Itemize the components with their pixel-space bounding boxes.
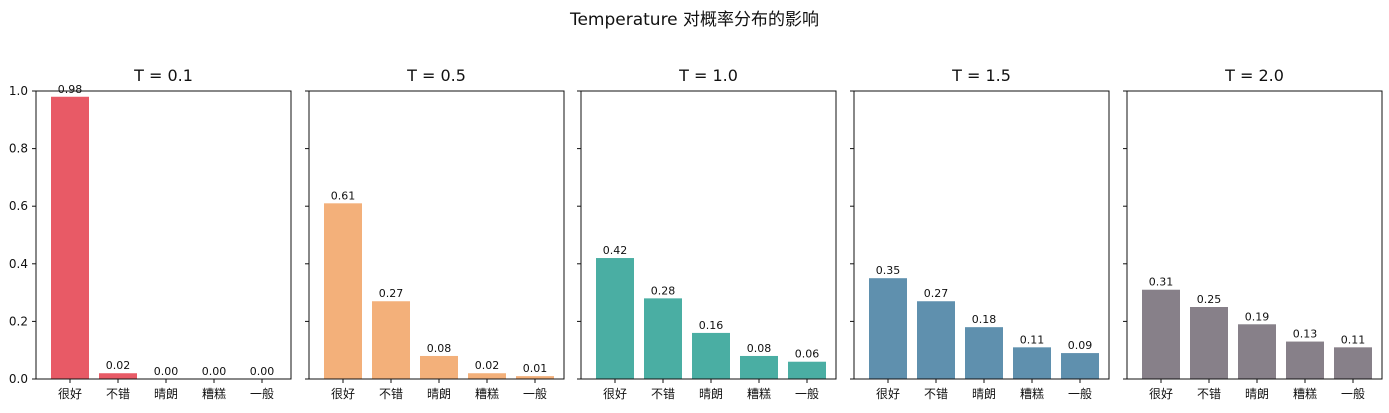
bar <box>692 332 730 379</box>
bar <box>644 298 682 379</box>
bar <box>1142 289 1180 379</box>
bar-value-label: 0.06 <box>795 348 820 361</box>
category-label: 一般 <box>1341 386 1365 401</box>
bar <box>1190 307 1228 379</box>
bar <box>99 373 137 379</box>
category-label: 很好 <box>1149 387 1173 401</box>
category-label: 不错 <box>651 387 675 401</box>
subplot-title: T = 1.0 <box>678 66 738 85</box>
bar-value-label: 0.00 <box>154 365 179 378</box>
category-label: 不错 <box>106 387 130 401</box>
subplot-title: T = 1.5 <box>951 66 1011 85</box>
subplot-3: T = 1.0 0.42 很好 0.28 不错 0.16 晴朗 0.08 糟糕 0.06 一般 <box>577 66 837 401</box>
bar <box>917 301 955 379</box>
category-label: 糟糕 <box>475 386 499 401</box>
bar <box>420 355 458 379</box>
category-label: 很好 <box>603 387 627 401</box>
category-label: 很好 <box>58 387 82 401</box>
figure-title: Temperature 对概率分布的影响 <box>569 10 819 30</box>
bar <box>468 373 506 379</box>
bar-value-label: 0.25 <box>1197 293 1222 306</box>
bar-value-label: 0.28 <box>651 284 676 297</box>
bar <box>51 96 89 379</box>
axes-frame <box>580 90 837 380</box>
bar <box>516 376 554 379</box>
bar-value-label: 0.98 <box>58 83 83 96</box>
category-label: 糟糕 <box>1293 386 1317 401</box>
category-label: 晴朗 <box>699 387 723 401</box>
bar <box>596 258 634 379</box>
category-label: 不错 <box>924 387 948 401</box>
bar-value-label: 0.02 <box>106 359 131 372</box>
bar-value-label: 0.02 <box>475 359 500 372</box>
bar-value-label: 0.31 <box>1149 276 1174 289</box>
subplot-title: T = 2.0 <box>1224 66 1284 85</box>
bar-value-label: 0.27 <box>379 287 404 300</box>
bar-value-label: 0.19 <box>1245 310 1270 323</box>
bar-value-label: 0.13 <box>1293 328 1318 341</box>
category-label: 不错 <box>379 387 403 401</box>
subplot-2: T = 0.5 0.61 很好 0.27 不错 0.08 晴朗 0.02 糟糕 0.01 一般 <box>305 66 565 401</box>
bar-value-label: 0.42 <box>603 244 628 257</box>
y-tick-label: 0.8 <box>9 142 28 156</box>
category-label: 一般 <box>250 386 274 401</box>
category-label: 晴朗 <box>972 387 996 401</box>
category-label: 晴朗 <box>154 387 178 401</box>
y-tick-label: 1.0 <box>9 84 28 98</box>
bar <box>869 278 907 379</box>
y-tick-label: 0.6 <box>9 199 28 213</box>
bar <box>1286 341 1324 379</box>
category-label: 糟糕 <box>747 386 771 401</box>
bar-value-label: 0.08 <box>747 342 772 355</box>
y-tick-label: 0.0 <box>9 372 28 386</box>
bar <box>965 327 1003 379</box>
bar-value-label: 0.35 <box>876 264 901 277</box>
y-tick-label: 0.4 <box>9 257 28 271</box>
subplot-5: T = 2.0 0.31 很好 0.25 不错 0.19 晴朗 0.13 糟糕 0.11 一般 <box>1123 66 1383 401</box>
bar-value-label: 0.11 <box>1341 333 1366 346</box>
category-label: 很好 <box>331 387 355 401</box>
category-label: 一般 <box>1068 386 1092 401</box>
y-tick-label: 0.2 <box>9 314 28 328</box>
bar <box>1334 347 1372 379</box>
bar <box>324 203 362 379</box>
axes-frame <box>1126 90 1383 380</box>
bar-value-label: 0.27 <box>924 287 949 300</box>
bar-value-label: 0.61 <box>331 189 356 202</box>
category-label: 一般 <box>523 386 547 401</box>
subplot-1: T = 0.1 0.98 很好 0.02 不错 0.00 晴朗 0.00 糟糕 0.00 一般 0.0… <box>9 66 292 401</box>
axes-frame <box>853 90 1110 380</box>
bar-value-label: 0.01 <box>523 362 548 375</box>
bar-value-label: 0.00 <box>250 365 275 378</box>
category-label: 晴朗 <box>427 387 451 401</box>
category-label: 晴朗 <box>1245 387 1269 401</box>
category-label: 糟糕 <box>1020 386 1044 401</box>
bar <box>372 301 410 379</box>
bar <box>788 361 826 379</box>
subplot-title: T = 0.1 <box>133 66 193 85</box>
axes-frame <box>35 90 292 380</box>
bar-value-label: 0.16 <box>699 319 724 332</box>
bar <box>1013 347 1051 379</box>
category-label: 不错 <box>1197 387 1221 401</box>
category-label: 糟糕 <box>202 386 226 401</box>
axes-frame <box>308 90 565 380</box>
category-label: 一般 <box>795 386 819 401</box>
category-label: 很好 <box>876 387 900 401</box>
bar <box>1238 324 1276 379</box>
bar <box>740 355 778 379</box>
bar-value-label: 0.00 <box>202 365 227 378</box>
bar-value-label: 0.08 <box>427 342 452 355</box>
bar-value-label: 0.09 <box>1068 339 1093 352</box>
bar-value-label: 0.18 <box>972 313 997 326</box>
subplot-4: T = 1.5 0.35 很好 0.27 不错 0.18 晴朗 0.11 糟糕 0.09 一般 <box>850 66 1110 401</box>
bar-value-label: 0.11 <box>1020 333 1045 346</box>
bar <box>1061 353 1099 379</box>
subplot-title: T = 0.5 <box>406 66 466 85</box>
